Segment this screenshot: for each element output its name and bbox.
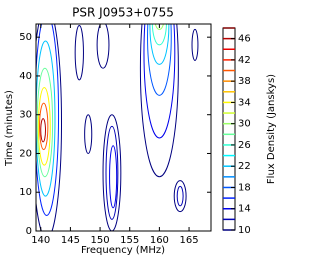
colorbar-tick-label: 10 [238,225,251,236]
contour-line [36,24,63,231]
colorbar-tick-label: 34 [238,97,251,108]
colorbar-tick-label: 26 [238,140,251,151]
plot-frame [35,23,212,232]
contour-line [36,67,54,178]
contour-line [139,24,179,178]
x-axis-label: Frequency (MHz) [81,245,165,256]
contour-line [105,125,119,220]
y-axis-label: Time (minutes) [4,90,15,167]
contour-line [151,24,167,46]
x-tick-label: 140 [31,235,50,246]
contour-line [84,114,93,154]
colorbar-tick-label: 14 [238,204,251,215]
contour-line [36,40,56,197]
x-tick-label: 145 [61,235,80,246]
colorbar-tick-label: 38 [238,76,251,87]
contour-line [37,87,51,166]
y-tick-label: 10 [19,187,32,198]
contour-line [147,24,172,96]
colorbar-frame [222,27,236,231]
x-tick-label: 160 [150,235,169,246]
contour-line [40,118,46,143]
contour-line [149,24,170,65]
y-tick-label: 40 [19,71,32,82]
contour-line [96,24,110,69]
contour-line [191,28,199,61]
contour-line [154,24,164,30]
colorbar-tick-label: 18 [238,182,251,193]
colorbar-tick-label: 22 [238,161,251,172]
contour-layer [36,24,199,231]
x-tick-label: 165 [180,235,199,246]
contour-line [74,25,84,81]
contour-line [173,180,187,213]
colorbar-label: Flux Density (Janskys) [266,74,277,184]
x-tick-label: 150 [91,235,110,246]
colorbar-tick-label: 46 [238,34,251,45]
y-tick-label: 50 [19,32,32,43]
x-tick-label: 155 [120,235,139,246]
contour-line [109,145,118,209]
y-tick-label: 30 [19,110,32,121]
contour-line [143,24,176,139]
chart-title: PSR J0953+0755 [72,6,174,20]
colorbar-tick-label: 42 [238,55,251,66]
contour-line [36,24,60,216]
contour-line [39,102,49,151]
contour-line [176,185,184,207]
colorbar-tick-label: 30 [238,119,251,130]
y-tick-label: 20 [19,148,32,159]
chart: PSR J0953+0755 Frequency (MHz) Time (min… [4,6,277,257]
y-tick-label: 0 [26,226,32,237]
